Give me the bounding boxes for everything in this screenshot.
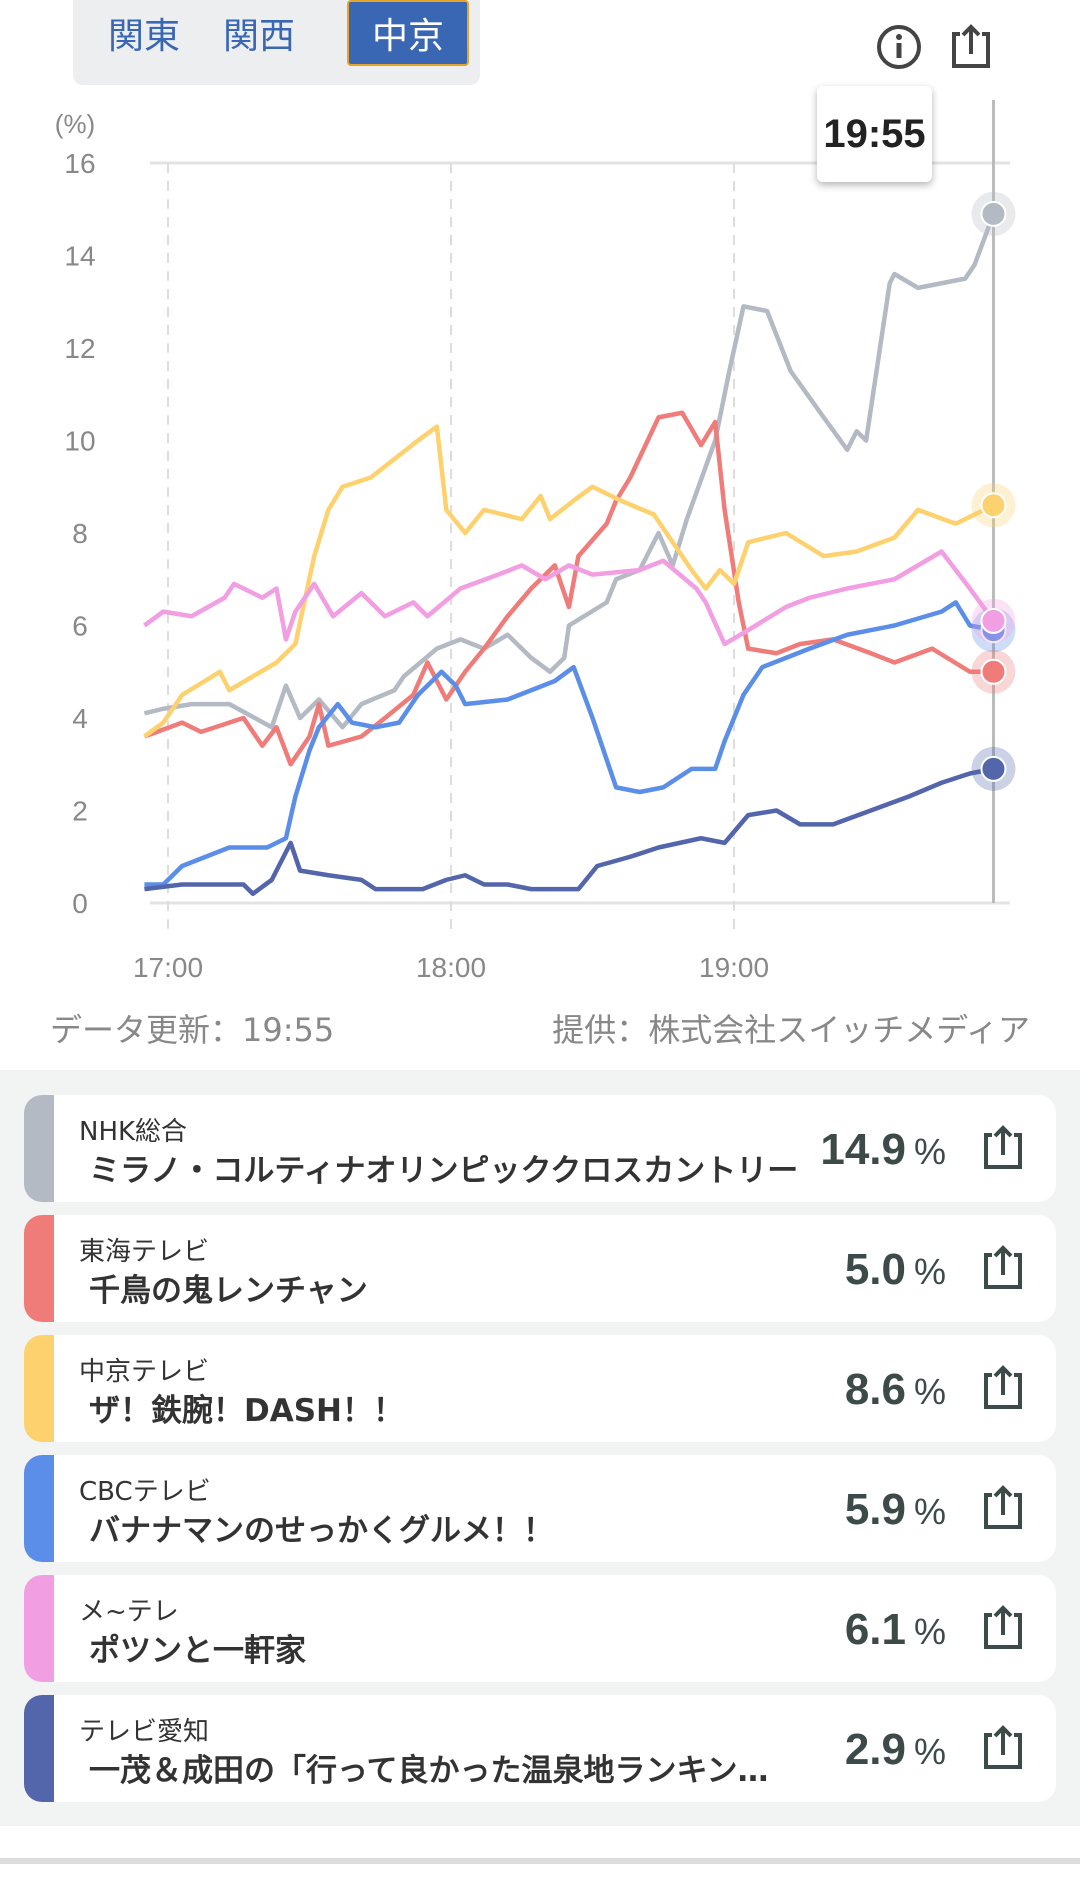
channel-color-bar (24, 1215, 54, 1322)
rating-number: 8.6 (844, 1365, 906, 1414)
x-tick-label: 17:00 (133, 952, 203, 983)
data-provider: 提供：株式会社スイッチメディア (552, 1011, 1030, 1049)
rating-unit: % (913, 1611, 946, 1652)
tab-kansai[interactable]: 関西 (222, 16, 295, 57)
rating-unit: % (913, 1131, 946, 1172)
divider (0, 1858, 1080, 1864)
y-tick-label: 2 (72, 796, 88, 827)
program-title: ザ！鉄腕！DASH！！ (89, 1393, 404, 1429)
rating-value: 8.6% (845, 1365, 946, 1415)
channel-card[interactable]: メ~テレ ポツンと一軒家 6.1% (24, 1575, 1056, 1682)
channel-name: CBCテレビ (79, 1477, 211, 1507)
rating-unit: % (913, 1371, 946, 1412)
endpoint-marker (980, 755, 1007, 782)
channel-name: NHK総合 (79, 1117, 188, 1147)
share-icon[interactable] (978, 1243, 1028, 1293)
y-tick-label: 6 (72, 611, 88, 642)
rating-unit: % (913, 1491, 946, 1532)
channel-card[interactable]: 中京テレビ ザ！鉄腕！DASH！！ 8.6% (24, 1335, 1056, 1442)
series-line (143, 424, 995, 739)
series-line (143, 213, 996, 730)
rating-value: 2.9% (845, 1725, 946, 1775)
channel-card[interactable]: CBCテレビ バナナマンのせっかくグルメ！！ 5.9% (24, 1455, 1056, 1562)
channel-name: メ~テレ (79, 1597, 179, 1627)
share-icon[interactable] (946, 22, 996, 72)
info-icon[interactable] (874, 22, 924, 72)
tab-chukyo[interactable]: 中京 (347, 0, 469, 66)
channel-color-bar (24, 1335, 54, 1442)
y-tick-label: 4 (72, 703, 88, 734)
ratings-chart: (%) 0 2 4 6 8 10 12 14 16 17:00 18:00 19:00 (55, 100, 1016, 983)
channel-color-bar (24, 1575, 54, 1682)
rating-number: 6.1 (844, 1605, 906, 1654)
channel-color-bar (24, 1695, 54, 1802)
share-icon[interactable] (978, 1723, 1028, 1773)
y-tick-label: 8 (72, 518, 88, 549)
program-title: ポツンと一軒家 (89, 1633, 306, 1669)
rating-unit: % (913, 1251, 946, 1292)
y-axis-label: (%) (55, 109, 95, 139)
endpoint-marker (980, 200, 1007, 227)
rating-number: 5.0 (844, 1245, 906, 1294)
program-title: ミラノ・コルティナオリンピッククロスカントリー (89, 1153, 799, 1189)
y-tick-label: 16 (64, 148, 95, 179)
y-tick-label: 14 (64, 241, 95, 272)
share-icon[interactable] (978, 1483, 1028, 1533)
channel-color-bar (24, 1455, 54, 1562)
channel-card[interactable]: テレビ愛知 一茂＆成田の「行って良かった温泉地ランキング」 2.9% (24, 1695, 1056, 1802)
program-title: バナナマンのせっかくグルメ！！ (89, 1513, 554, 1549)
rating-number: 14.9 (820, 1125, 906, 1174)
share-icon[interactable] (978, 1603, 1028, 1653)
series-line (144, 600, 994, 887)
program-title: 一茂＆成田の「行って良かった温泉地ランキング」 (89, 1753, 799, 1789)
channel-card[interactable]: NHK総合 ミラノ・コルティナオリンピッククロスカントリー 14.9% (24, 1095, 1056, 1202)
x-tick-label: 18:00 (416, 952, 486, 983)
channel-name: 中京テレビ (79, 1357, 210, 1387)
channel-card[interactable]: 東海テレビ 千鳥の鬼レンチャン 5.0% (24, 1215, 1056, 1322)
rating-value: 5.9% (845, 1485, 946, 1535)
channel-name: 東海テレビ (79, 1237, 210, 1267)
rating-value: 14.9% (820, 1125, 946, 1175)
y-tick-label: 12 (64, 333, 95, 364)
channel-name: テレビ愛知 (79, 1717, 210, 1747)
share-icon[interactable] (978, 1123, 1028, 1173)
endpoint-marker (980, 607, 1007, 634)
endpoint-marker (980, 492, 1007, 519)
channel-color-bar (24, 1095, 54, 1202)
rating-number: 5.9 (844, 1485, 906, 1534)
y-tick-label: 10 (64, 426, 95, 457)
region-selector: 関東 関西 中京 (73, 0, 480, 85)
rating-value: 6.1% (845, 1605, 946, 1655)
update-time: データ更新：19:55 (50, 1011, 335, 1049)
y-tick-label: 0 (72, 888, 88, 919)
time-tooltip: 19:55 (817, 86, 932, 182)
rating-unit: % (913, 1731, 946, 1772)
program-title: 千鳥の鬼レンチャン (89, 1273, 368, 1309)
rating-number: 2.9 (844, 1725, 906, 1774)
series-line (143, 549, 996, 647)
rating-value: 5.0% (845, 1245, 946, 1295)
share-icon[interactable] (978, 1363, 1028, 1413)
x-tick-label: 19:00 (699, 952, 769, 983)
series-line (143, 410, 994, 767)
tab-kanto[interactable]: 関東 (107, 16, 180, 57)
series-line (144, 766, 994, 896)
endpoint-marker (980, 658, 1007, 685)
